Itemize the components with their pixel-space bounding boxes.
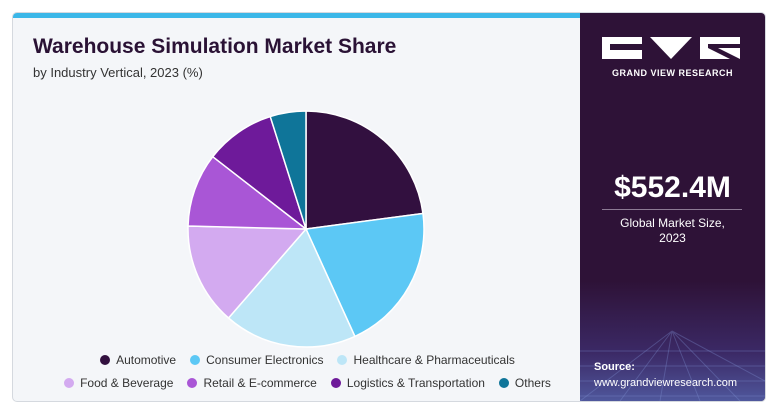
brand-name: GRAND VIEW RESEARCH (611, 68, 733, 78)
chart-subtitle: by Industry Vertical, 2023 (%) (33, 65, 203, 80)
pie-slice-automotive (305, 110, 424, 230)
legend-item-consumer-electronics: Consumer Electronics (190, 353, 323, 367)
legend-label: Consumer Electronics (206, 353, 324, 367)
legend-swatch (190, 355, 201, 365)
legend-swatch (64, 378, 75, 388)
legend-item-food-beverage: Food & Beverage (64, 376, 173, 390)
pie-chart (187, 110, 425, 348)
sidebar-grid-decoration (580, 330, 765, 401)
chart-title: Warehouse Simulation Market Share (33, 35, 397, 58)
market-size-label-line2: 2023 (659, 231, 686, 245)
pie-slice-food-beverage (187, 225, 308, 320)
legend-item-logistics-transportation: Logistics & Transportation (330, 376, 485, 390)
legend-item-healthcare-pharmaceuticals: Healthcare & Pharmaceuticals (337, 353, 515, 367)
accent-bar (13, 13, 580, 18)
legend-label: Automotive (116, 353, 177, 367)
pie-slice-healthcare-pharmaceuticals (227, 227, 356, 348)
market-size-label-line1: Global Market Size, (620, 216, 725, 230)
chart-legend: Automotive Consumer Electronics Healthca… (35, 353, 580, 399)
legend-item-others: Others (498, 376, 551, 390)
legend-item-retail-ecommerce: Retail & E-commerce (187, 376, 317, 390)
divider (602, 209, 742, 210)
chart-card: Warehouse Simulation Market Share by Ind… (12, 12, 766, 402)
market-size-value: $552.4M (614, 171, 731, 204)
legend-label: Retail & E-commerce (203, 376, 317, 390)
market-size-label: Global Market Size, 2023 (580, 216, 765, 246)
legend-swatch (337, 355, 348, 365)
legend-swatch (498, 378, 509, 388)
legend-label: Logistics & Transportation (346, 376, 485, 390)
legend-swatch (187, 378, 198, 388)
source-url[interactable]: www.grandviewresearch.com (594, 377, 738, 389)
legend-label: Others (514, 376, 551, 390)
legend-swatch (330, 378, 341, 388)
grand-view-research-logo (602, 37, 740, 59)
pie-slice-others (269, 110, 307, 230)
legend-row: Automotive Consumer Electronics Healthca… (35, 353, 580, 367)
sidebar-panel: GRAND VIEW RESEARCH $552.4M Global Marke… (580, 13, 765, 401)
sidebar-glow (580, 281, 765, 401)
legend-swatch (100, 355, 111, 365)
legend-row: Food & Beverage Retail & E-commerce Logi… (35, 376, 580, 390)
legend-item-automotive: Automotive (100, 353, 176, 367)
source-label: Source: (594, 361, 635, 373)
pie-slice-consumer-electronics (304, 212, 425, 338)
legend-label: Healthcare & Pharmaceuticals (353, 353, 515, 367)
pie-slice-retail-e-commerce (187, 155, 309, 230)
legend-label: Food & Beverage (80, 376, 174, 390)
